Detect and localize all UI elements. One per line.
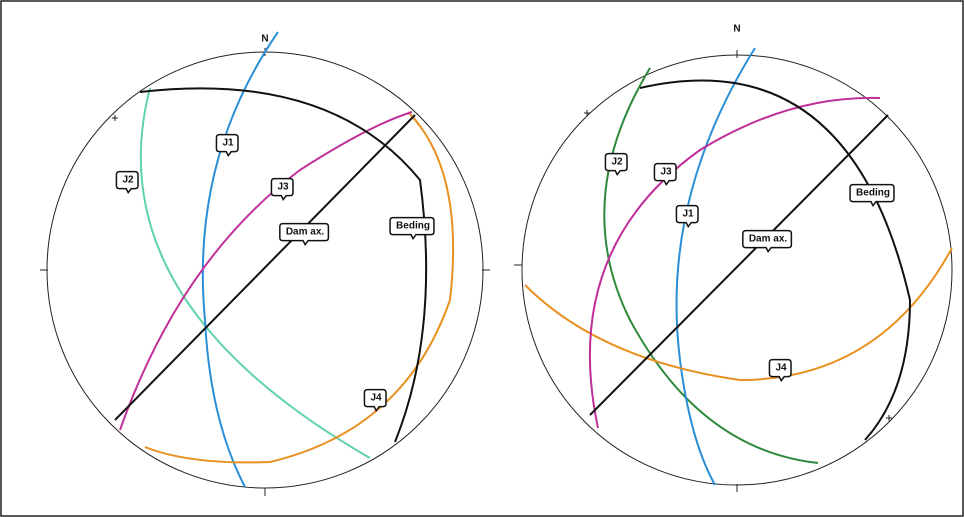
label: J1 [222, 138, 234, 149]
great-circle-j1 [201, 31, 279, 488]
label-callout [270, 177, 294, 202]
dam-axis [589, 114, 889, 416]
great-circle-j3 [588, 96, 881, 429]
great-circle-j4 [144, 111, 455, 464]
label: Beding [396, 221, 430, 232]
label: J3 [277, 182, 289, 193]
great-circle-j4 [524, 247, 953, 382]
label-callout [604, 152, 628, 177]
label: Dam ax. [286, 227, 325, 238]
label-callout [653, 162, 677, 187]
north-label: N [733, 24, 740, 35]
great-circle-bedding [639, 79, 912, 441]
label: Dam ax. [749, 234, 788, 245]
north-label: N [261, 34, 268, 45]
left-stereonet: N J1 J2 J3 Dam ax. Beding J4 [40, 31, 490, 496]
great-circle-j3 [119, 111, 413, 431]
label-callout [279, 222, 330, 247]
great-circle-j2 [139, 87, 371, 459]
label-callout [768, 358, 792, 383]
great-circle-j2 [603, 67, 819, 464]
great-circle-bedding [139, 87, 428, 443]
label-callout [742, 229, 793, 254]
label: J4 [370, 393, 382, 404]
label: J1 [682, 209, 694, 220]
label-callout [115, 170, 139, 195]
tick [584, 110, 892, 421]
label-callout [675, 204, 699, 229]
dam-axis [114, 114, 416, 421]
label-callout [363, 388, 387, 413]
right-stereonet: N J1 J2 J3 Dam ax. Beding J4 [514, 24, 953, 492]
label: J2 [122, 175, 134, 186]
label: J2 [611, 157, 623, 168]
label: J4 [775, 363, 787, 374]
label-callout [389, 216, 435, 241]
label: Beding [856, 188, 890, 199]
great-circle-j1 [675, 47, 756, 486]
tick [112, 115, 118, 121]
label: J3 [660, 167, 672, 178]
label-callout [215, 133, 239, 158]
label-callout [849, 183, 895, 208]
